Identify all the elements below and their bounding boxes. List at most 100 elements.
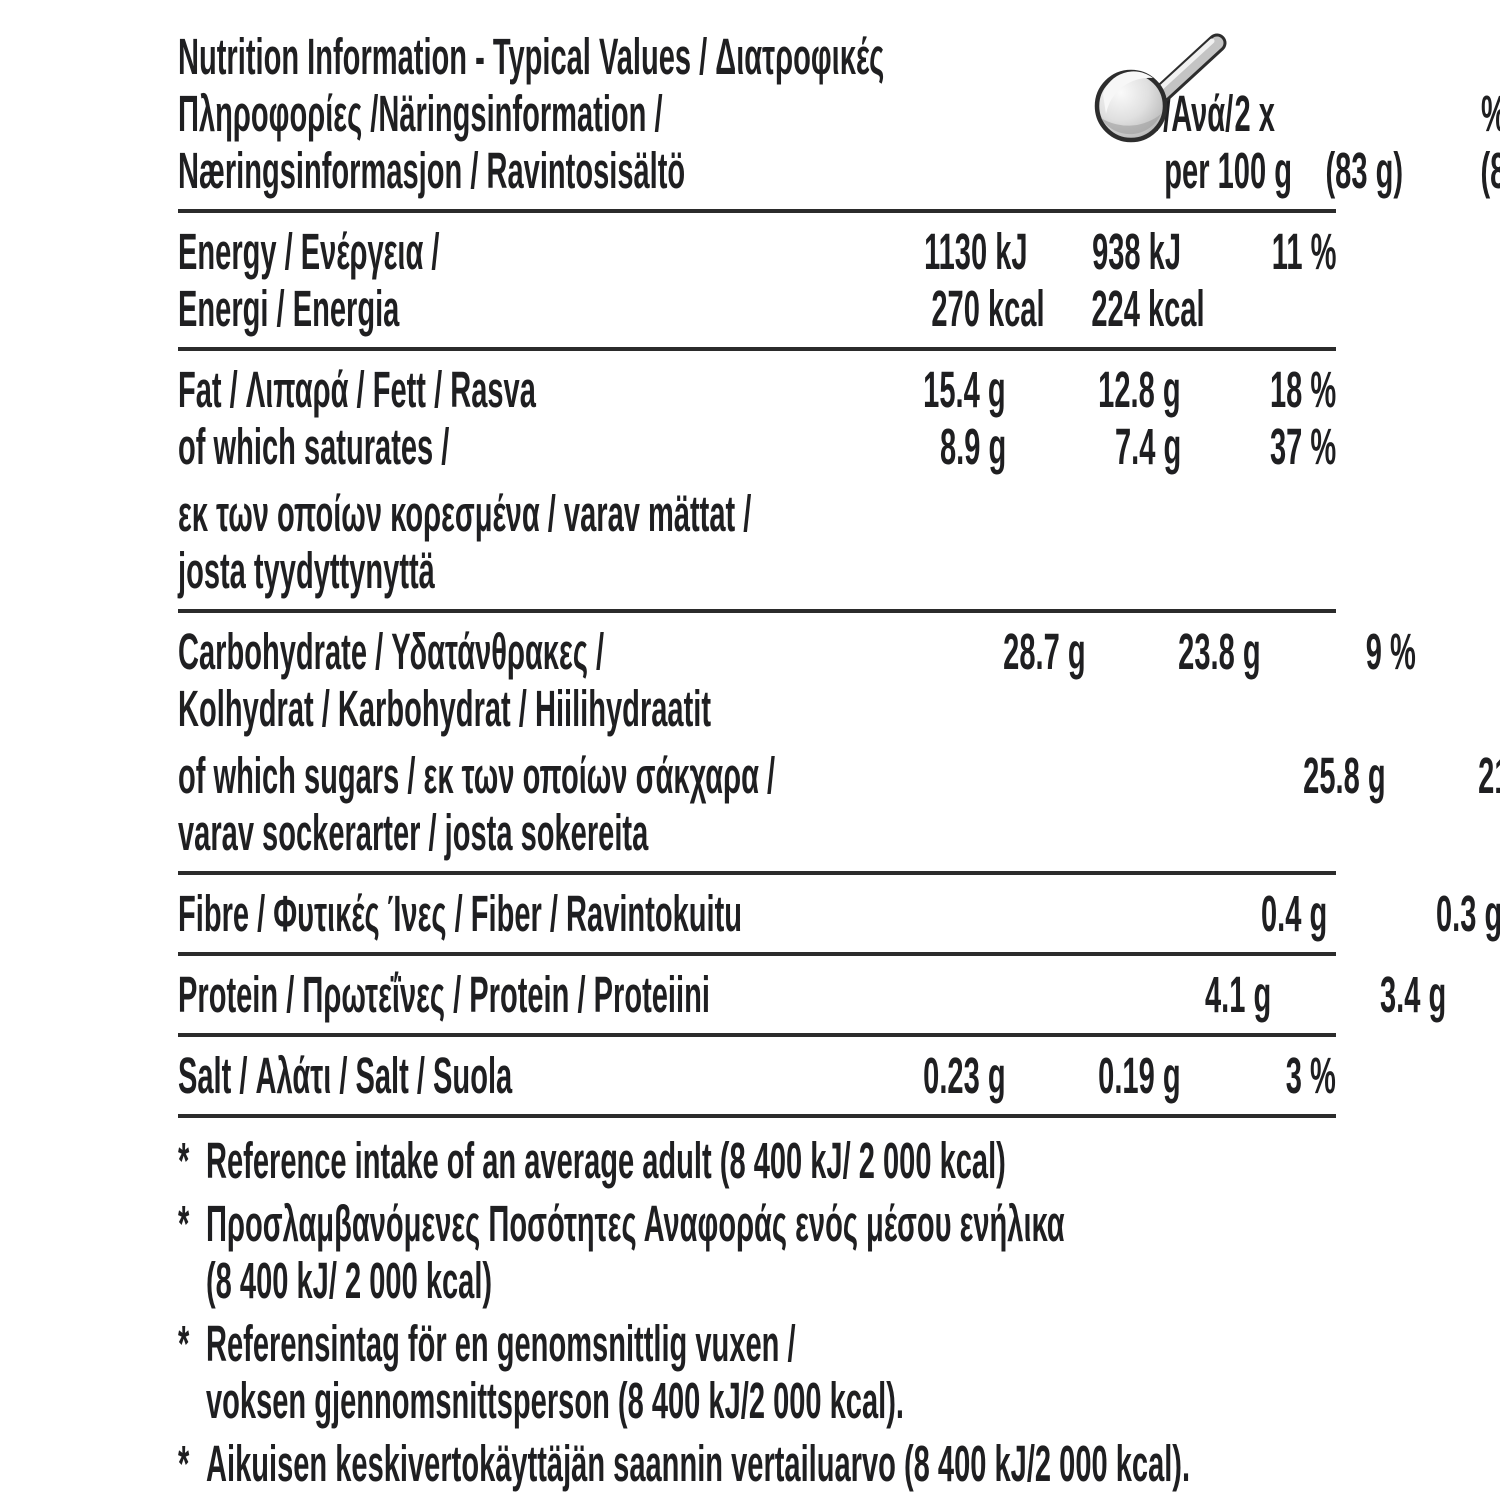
col-per100-unit: per 100 g xyxy=(1164,142,1292,199)
value-reference-intake: 9 % xyxy=(1365,623,1416,680)
value-reference-cell xyxy=(1338,804,1493,861)
nutrient-label: of which sugars / εκ των οποίων σάκχαρα … xyxy=(178,747,776,804)
footnote-line: voksen gjennomsnittsperson (8 400 kJ/2 0… xyxy=(206,1372,1431,1429)
value-per-serving: 7.4 g xyxy=(1114,418,1181,475)
footnote-text: Προσλαμβανόμενες Ποσότητες Αναφοράς ενός… xyxy=(206,1195,1065,1252)
value-per-100g: 28.7 g xyxy=(1003,623,1086,680)
col-reference-header: %* xyxy=(1481,85,1500,142)
footnote-lines: Aikuisen keskivertokäyttäjän saannin ver… xyxy=(206,1435,1500,1492)
value-per-serving-cell: 23.8 g xyxy=(1086,623,1260,680)
footnote-line: Προσλαμβανόμενες Ποσότητες Αναφοράς ενός… xyxy=(206,1195,1500,1252)
value-per-serving: 224 kcal xyxy=(1091,280,1205,337)
col-reference-weight: (83 g) xyxy=(1480,142,1500,199)
value-per-100g: 25.8 g xyxy=(1303,747,1386,804)
value-reference-intake: 18 % xyxy=(1269,361,1336,418)
table-row: Energy / Ενέργεια / 1130 kJ 938 kJ 11 % xyxy=(178,223,1336,280)
value-per-serving-cell: 7.4 g xyxy=(1006,418,1181,475)
value-reference-cell: 11 % xyxy=(1181,223,1336,280)
value-reference-cell: 9 % xyxy=(1261,623,1416,680)
value-per-100g: 4.1 g xyxy=(1204,966,1272,1023)
table-row: of which saturates / 8.9 g 7.4 g 37 % xyxy=(178,418,1336,475)
footnote-text: voksen gjennomsnittsperson (8 400 kJ/2 0… xyxy=(206,1372,904,1429)
nutrient-label-cell: Protein / Πρωτεΐνες / Protein / Proteiin… xyxy=(178,966,1111,1023)
value-per-100g: 1130 kJ xyxy=(924,223,1028,280)
value-per-serving-cell xyxy=(1163,804,1338,861)
section-salt: Salt / Αλάτι / Salt / Suola 0.23 g 0.19 … xyxy=(178,1037,1336,1118)
table-row: εκ των οποίων κορεσμένα / varav mättat / xyxy=(178,485,1336,542)
asterisk-marker: * xyxy=(178,1195,206,1309)
value-per-100g-cell xyxy=(846,542,1006,599)
value-per-serving: 3.4 g xyxy=(1379,966,1447,1023)
nutrient-label: Fibre / Φυτικές Ίνες / Fiber / Ravintoku… xyxy=(178,885,743,942)
value-per-serving-cell xyxy=(1006,542,1181,599)
value-per-serving-cell: 3.4 g xyxy=(1271,966,1446,1023)
value-per-serving: 21.4 g xyxy=(1478,747,1500,804)
footnote-text: Referensintag för en genomsnittlig vuxen… xyxy=(206,1315,796,1372)
header-title-cell: Nutrition Information - Typical Values /… xyxy=(178,28,1417,85)
asterisk-marker: * xyxy=(178,1315,206,1429)
footnote-lines: Reference intake of an average adult (8 … xyxy=(206,1132,1500,1189)
section-carbohydrate: Carbohydrate / Υδατάνθρακες / 28.7 g 23.… xyxy=(178,613,1500,875)
value-per-100g-cell xyxy=(1003,804,1163,861)
col-per100-unit-cell: per 100 g xyxy=(1068,142,1292,199)
value-per-serving-cell: 0.19 g xyxy=(1006,1047,1181,1104)
section-energy: Energy / Ενέργεια / 1130 kJ 938 kJ 11 % … xyxy=(178,213,1336,351)
nutrient-label-cell: εκ των οποίων κορεσμένα / varav mättat / xyxy=(178,485,1184,542)
scoop-icon xyxy=(1094,33,1227,143)
table-row: Carbohydrate / Υδατάνθρακες / 28.7 g 23.… xyxy=(178,623,1416,680)
asterisk-marker: * xyxy=(178,1132,206,1189)
value-per-100g-cell: 0.23 g xyxy=(846,1047,1006,1104)
value-reference-cell: 18 % xyxy=(1181,361,1336,418)
header-title-cell-2: Πληροφορίες /Näringsinformation / xyxy=(178,85,1028,142)
value-reference-cell: 37 % xyxy=(1181,418,1336,475)
asterisk: * xyxy=(178,1132,190,1189)
nutrient-label: josta tyydyttynyttä xyxy=(178,542,435,599)
value-per-serving-cell: 938 kJ xyxy=(1006,223,1181,280)
nutrient-label: Protein / Πρωτεΐνες / Protein / Proteiin… xyxy=(178,966,710,1023)
nutrient-label-cell: of which sugars / εκ των οποίων σάκχαρα … xyxy=(178,747,1226,804)
table-row: Kolhydrat / Karbohydrat / Hiilihydraatit xyxy=(178,680,1336,737)
header-title-line2: Πληροφορίες /Näringsinformation / xyxy=(178,85,663,142)
nutrient-label: Energy / Ενέργεια / xyxy=(178,223,440,280)
col-serving-weight: (83 g) xyxy=(1325,142,1403,199)
value-per-100g-cell xyxy=(1113,680,1273,737)
footnote-lines: Προσλαμβανόμενες Ποσότητες Αναφοράς ενός… xyxy=(206,1195,1500,1309)
value-per-100g-cell: 1130 kJ xyxy=(846,223,1027,280)
nutrient-label-cell: varav sockerarter / josta sokereita xyxy=(178,804,1003,861)
header-spacer-1 xyxy=(1417,28,1500,85)
value-reference-cell xyxy=(1181,542,1336,599)
footnote-reference-intake-en: * Reference intake of an average adult (… xyxy=(178,1132,1336,1189)
value-reference-cell: 3 % xyxy=(1181,1047,1336,1104)
footnote-reference-intake-sv-no: * Referensintag för en genomsnittlig vux… xyxy=(178,1315,1336,1429)
value-per-serving: 0.3 g xyxy=(1436,885,1500,942)
value-per-100g-cell: 25.8 g xyxy=(1226,747,1386,804)
value-per-100g: 270 kcal xyxy=(931,280,1045,337)
value-per-serving-cell: 224 kcal xyxy=(1006,280,1204,337)
value-per-100g: 0.23 g xyxy=(923,1047,1006,1104)
footnote-lines: Referensintag för en genomsnittlig vuxen… xyxy=(206,1315,1431,1429)
asterisk: * xyxy=(178,1435,190,1492)
nutrient-label: Kolhydrat / Karbohydrat / Hiilihydraatit xyxy=(178,680,712,737)
table-header: Nutrition Information - Typical Values /… xyxy=(178,28,1500,213)
section-fibre: Fibre / Φυτικές Ίνες / Fiber / Ravintoku… xyxy=(178,875,1500,956)
col-serving-multiplier: 2 x xyxy=(1234,85,1276,142)
value-per-serving: 0.19 g xyxy=(1098,1047,1181,1104)
footnote-text: Aikuisen keskivertokäyttäjän saannin ver… xyxy=(206,1435,1191,1492)
footnote-line: Reference intake of an average adult (8 … xyxy=(206,1132,1500,1189)
value-reference-intake: 3 % xyxy=(1285,1047,1336,1104)
footnote-reference-intake-el: * Προσλαμβανόμενες Ποσότητες Αναφοράς εν… xyxy=(178,1195,1336,1309)
table-row: varav sockerarter / josta sokereita xyxy=(178,804,1336,861)
asterisk: * xyxy=(178,1195,190,1252)
value-per-100g: 15.4 g xyxy=(923,361,1006,418)
value-per-100g-cell: 28.7 g xyxy=(926,623,1086,680)
col-reference-weight-cell: (83 g) xyxy=(1403,142,1500,199)
nutrient-label: Energi / Energia xyxy=(178,280,400,337)
table-row: Energi / Energia 270 kcal 224 kcal xyxy=(178,280,1336,337)
table-row: Fibre / Φυτικές Ίνες / Fiber / Ravintoku… xyxy=(178,885,1500,942)
header-row-2: Πληροφορίες /Näringsinformation / Per/Αν… xyxy=(178,85,1500,142)
value-reference-intake: 11 % xyxy=(1271,223,1336,280)
value-per-100g-cell xyxy=(1184,485,1344,542)
nutrient-label-cell: Fat / Λιπαρά / Fett / Rasva xyxy=(178,361,846,418)
table-row: Salt / Αλάτι / Salt / Suola 0.23 g 0.19 … xyxy=(178,1047,1336,1104)
footnote-text: Reference intake of an average adult (8 … xyxy=(206,1132,1006,1189)
